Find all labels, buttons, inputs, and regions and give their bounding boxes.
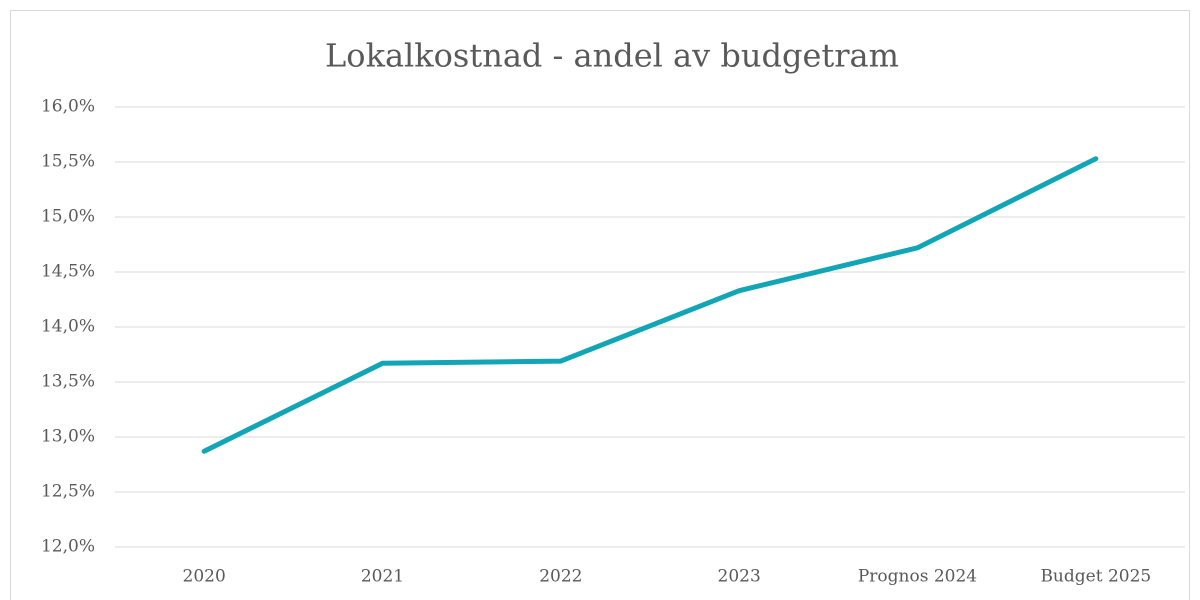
data-line: [201, 156, 1099, 454]
y-tick-label: 15,0%: [41, 207, 95, 227]
x-tick-label: Prognos 2024: [858, 567, 977, 587]
chart-title: Lokalkostnad - andel av budgetram: [325, 37, 899, 75]
y-tick-label: 15,5%: [41, 152, 95, 172]
y-tick-label: 16,0%: [41, 97, 95, 117]
y-tick-label: 13,0%: [41, 427, 95, 447]
x-tick-label: Budget 2025: [1040, 567, 1151, 587]
y-tick-label: 13,5%: [41, 372, 95, 392]
x-tick-label: 2022: [539, 567, 582, 587]
y-tick-label: 14,5%: [41, 262, 95, 282]
chart-frame: [10, 10, 1190, 600]
x-tick-label: 2023: [718, 567, 761, 587]
y-tick-label: 12,0%: [41, 537, 95, 557]
x-tick-label: 2020: [183, 567, 226, 587]
y-tick-label: 12,5%: [41, 482, 95, 502]
y-tick-label: 14,0%: [41, 317, 95, 337]
x-tick-label: 2021: [361, 567, 404, 587]
